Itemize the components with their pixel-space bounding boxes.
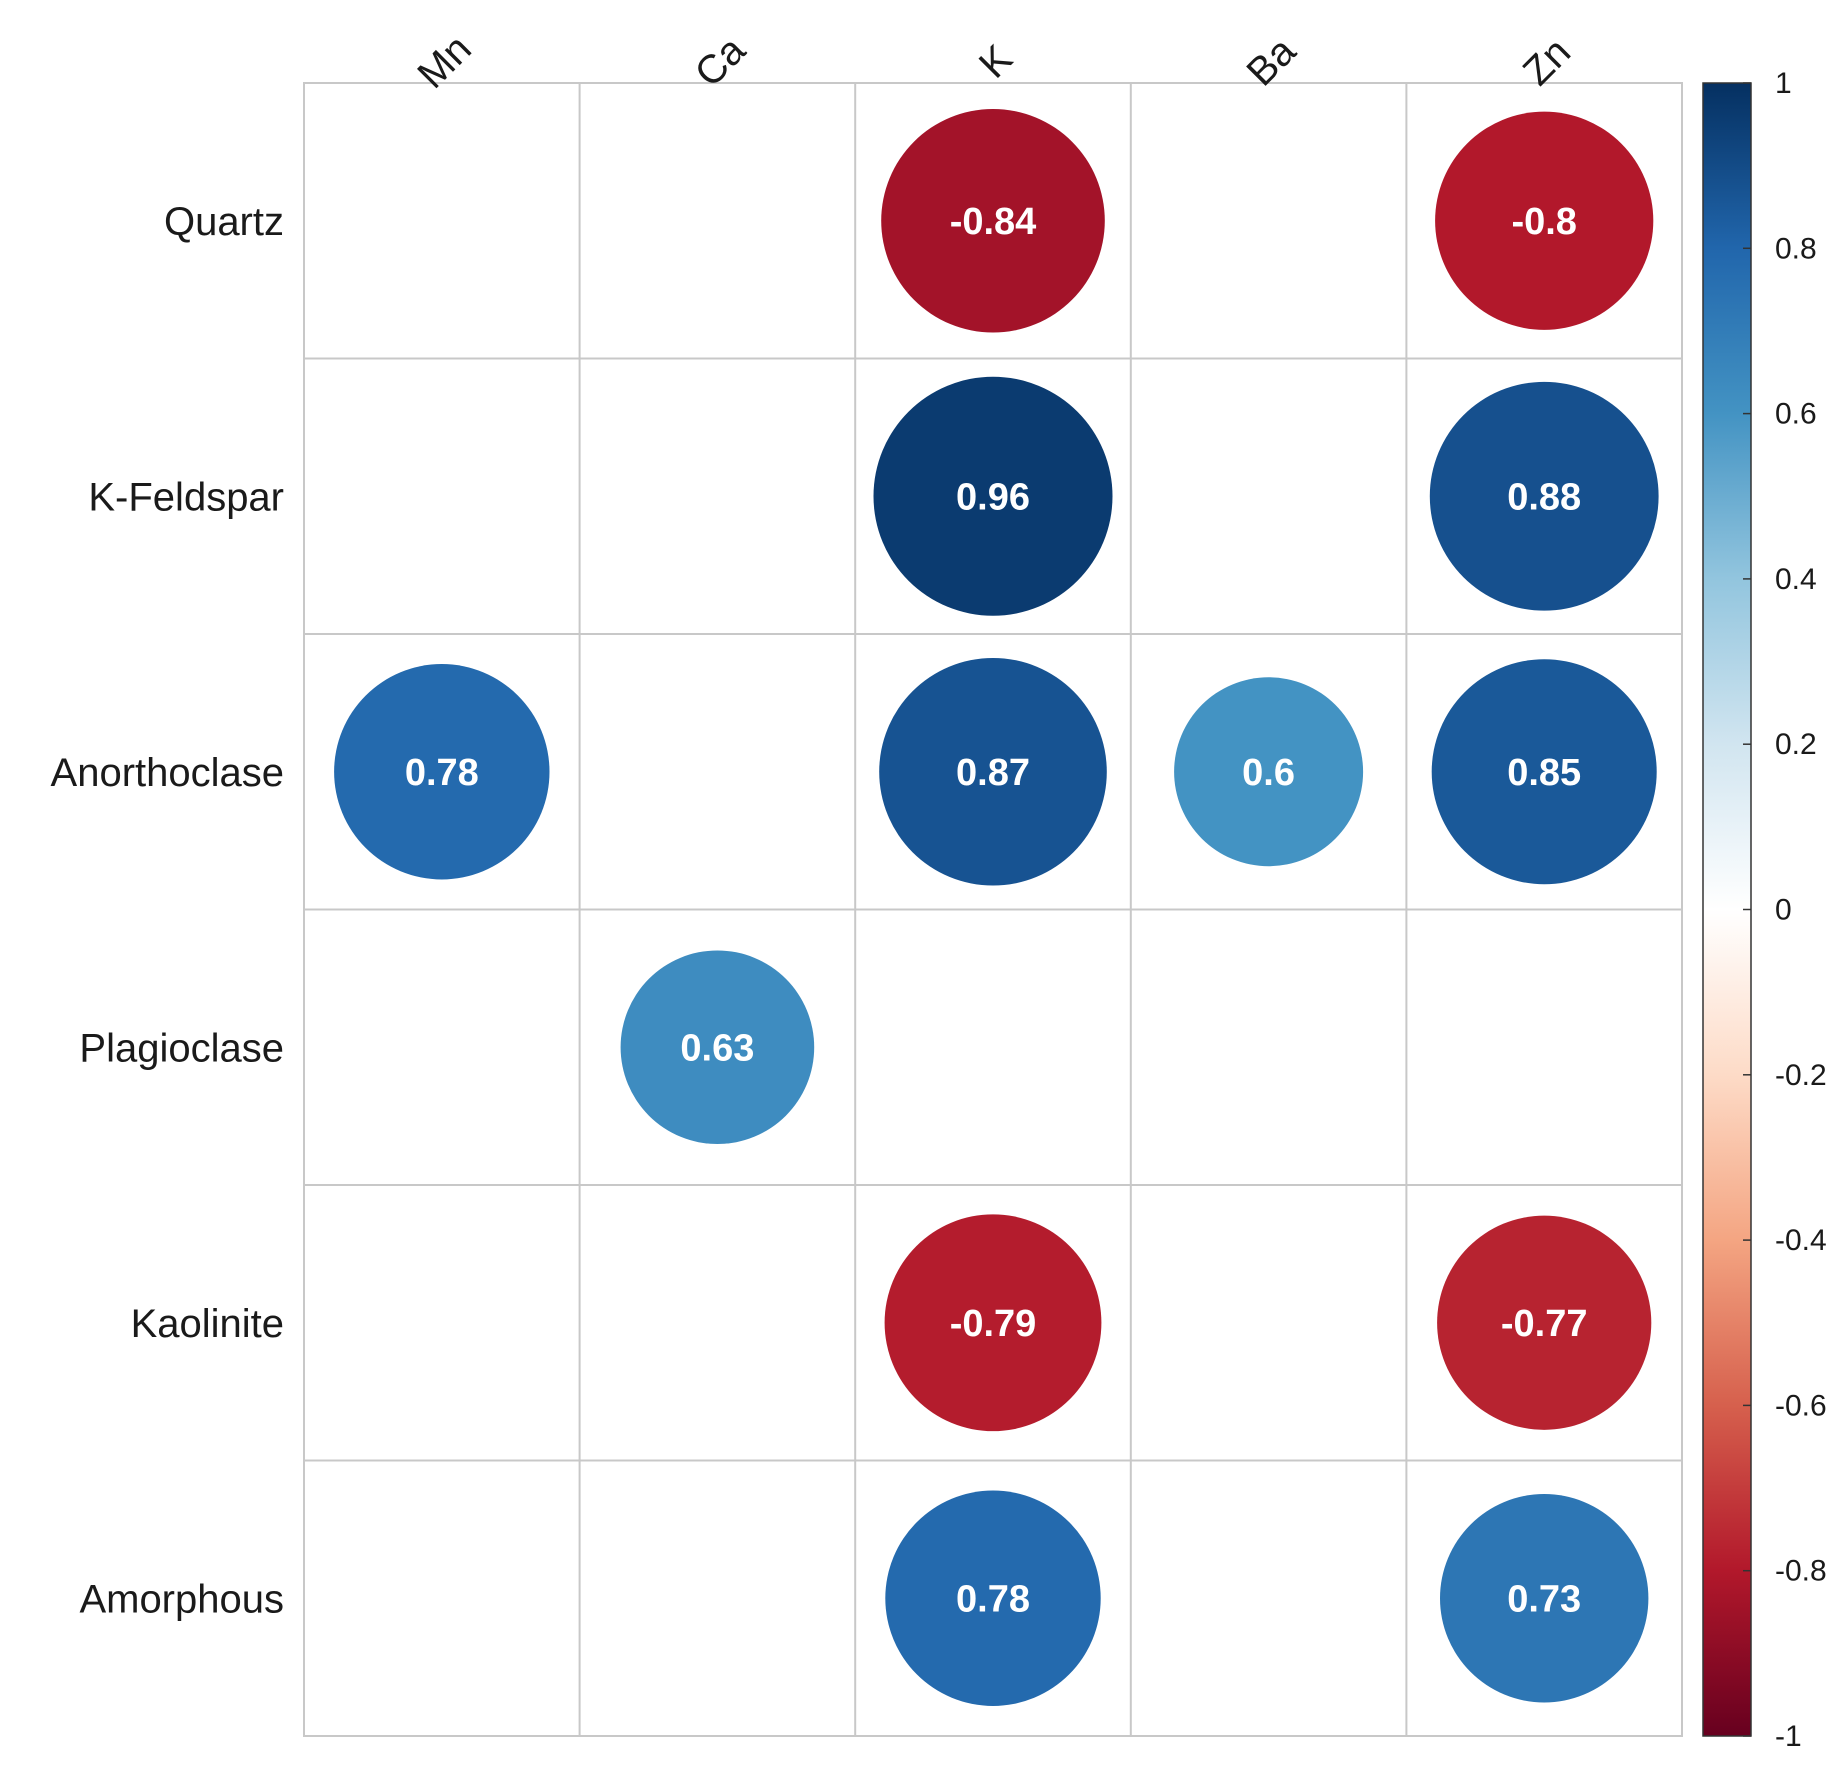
corr-circle-amorphous-k xyxy=(885,1490,1101,1706)
corr-circle-quartz-zn xyxy=(1435,111,1654,330)
column-label-k: K xyxy=(971,37,1021,87)
correlation-circles: -0.84 -0.8 0.96 0.88 0.78 0.87 0.6 0.85 0.63 -0.7… xyxy=(334,108,1659,1706)
corr-circle-kaolinite-zn xyxy=(1437,1215,1652,1430)
colorbar-tick-label: 0 xyxy=(1775,894,1792,927)
corr-value-anorthoclase-ba: 0.6 xyxy=(1242,752,1295,794)
corr-value-quartz-zn: -0.8 xyxy=(1511,201,1576,243)
corr-circle-plagioclase-ca xyxy=(620,950,815,1145)
colorbar-tick-label: -1 xyxy=(1775,1720,1802,1753)
corr-circle-quartz-k xyxy=(881,108,1105,333)
corr-value-amorphous-k: 0.78 xyxy=(956,1578,1030,1620)
corr-value-quartz-k: -0.84 xyxy=(950,201,1037,243)
row-label-plagioclase: Plagioclase xyxy=(79,1026,284,1070)
corr-circle-anorthoclase-mn xyxy=(334,664,550,880)
corr-value-kaolinite-k: -0.79 xyxy=(950,1303,1037,1345)
colorbar-tick-label: 0.6 xyxy=(1775,398,1817,431)
corr-value-plagioclase-ca: 0.63 xyxy=(680,1027,754,1069)
colorbar-tick-label: 0.8 xyxy=(1775,232,1817,265)
colorbar-tick-label: -0.2 xyxy=(1775,1059,1827,1092)
colorbar-tick-label: 0.2 xyxy=(1775,728,1817,761)
corr-circle-anorthoclase-ba xyxy=(1174,677,1364,867)
corr-value-anorthoclase-k: 0.87 xyxy=(956,752,1030,794)
corr-circle-k-feldspar-k xyxy=(873,376,1113,616)
row-label-kaolinite: Kaolinite xyxy=(131,1302,284,1346)
matrix-grid xyxy=(303,82,1683,1737)
corr-value-anorthoclase-mn: 0.78 xyxy=(405,752,479,794)
colorbar-tick-label: -0.6 xyxy=(1775,1389,1827,1422)
corr-value-amorphous-zn: 0.73 xyxy=(1507,1578,1581,1620)
colorbar-tick-label: -0.8 xyxy=(1775,1555,1827,1588)
colorbar-tick-label: 0.4 xyxy=(1775,563,1817,596)
corr-value-anorthoclase-zn: 0.85 xyxy=(1507,752,1581,794)
colorbar-tick-label: 1 xyxy=(1775,67,1792,100)
row-labels: Quartz K-Feldspar Anorthoclase Plagioclase K… xyxy=(51,200,284,1622)
corr-circle-amorphous-zn xyxy=(1440,1494,1649,1703)
colorbar-tick-label: -0.4 xyxy=(1775,1224,1827,1257)
row-label-k-feldspar: K-Feldspar xyxy=(88,475,284,519)
corr-value-k-feldspar-k: 0.96 xyxy=(956,476,1030,518)
corr-value-kaolinite-zn: -0.77 xyxy=(1501,1303,1588,1345)
row-label-amorphous: Amorphous xyxy=(79,1577,284,1621)
row-label-quartz: Quartz xyxy=(164,200,284,244)
row-label-anorthoclase: Anorthoclase xyxy=(51,751,284,795)
corr-circle-k-feldspar-zn xyxy=(1429,381,1659,611)
corr-circle-kaolinite-k xyxy=(884,1214,1102,1432)
corr-circle-anorthoclase-k xyxy=(879,657,1107,886)
corr-value-k-feldspar-zn: 0.88 xyxy=(1507,476,1581,518)
colorbar: 1 0.8 0.6 0.4 0.2 0 -0.2 -0.4 -0.6 -0.8 -1 xyxy=(1702,67,1827,1753)
corr-circle-anorthoclase-zn xyxy=(1431,659,1657,885)
